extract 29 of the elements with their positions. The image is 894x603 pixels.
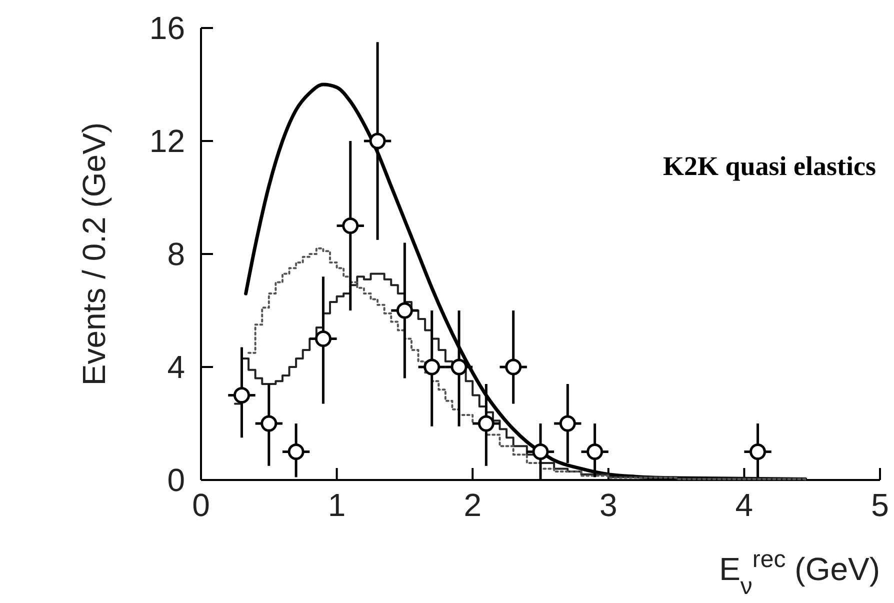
point <box>505 358 522 376</box>
y-tick-label: 12 <box>149 123 185 159</box>
point <box>396 302 413 319</box>
point <box>233 387 250 404</box>
y-axis-title: Events / 0.2 (GeV) <box>76 122 112 386</box>
x-tick-label: 4 <box>735 487 754 523</box>
point <box>342 218 359 234</box>
point <box>424 358 440 376</box>
point <box>260 415 278 432</box>
point <box>586 444 604 460</box>
y-tick-label: 0 <box>167 462 185 498</box>
point <box>288 444 304 460</box>
point <box>750 444 766 460</box>
y-tick-label: 4 <box>167 349 185 385</box>
x-tick-label: 5 <box>871 487 889 523</box>
x-axis-title: E$_{ν}$$^{rec}$ (GeV) <box>719 546 880 600</box>
point <box>532 444 549 460</box>
point <box>314 330 332 347</box>
point <box>450 358 468 376</box>
point <box>478 415 494 432</box>
x-tick-label: 0 <box>192 487 210 523</box>
y-tick-label: 16 <box>149 10 185 46</box>
point <box>369 132 386 150</box>
x-tick-label: 2 <box>464 487 482 523</box>
x-tick-label: 3 <box>600 487 618 523</box>
y-tick-label: 8 <box>167 236 185 272</box>
annotation: K2K quasi elastics <box>662 151 876 181</box>
x-tick-label: 1 <box>328 487 346 523</box>
point <box>559 415 576 432</box>
